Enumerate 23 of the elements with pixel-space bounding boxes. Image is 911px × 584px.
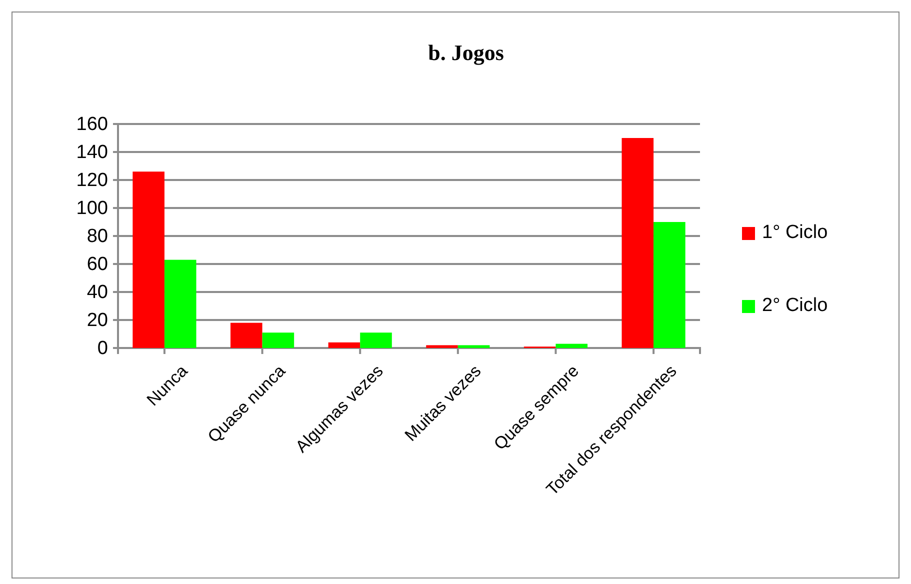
bar bbox=[622, 138, 654, 348]
y-tick-label: 80 bbox=[86, 226, 108, 248]
bar bbox=[230, 322, 262, 348]
y-tick-label: 20 bbox=[86, 310, 108, 332]
bar bbox=[458, 345, 490, 348]
y-tick-label: 40 bbox=[86, 282, 108, 304]
y-tick-label: 140 bbox=[76, 142, 108, 164]
y-tick-label: 100 bbox=[76, 198, 108, 220]
bar bbox=[360, 332, 392, 348]
y-tick-label: 0 bbox=[97, 338, 108, 360]
bar bbox=[132, 172, 164, 348]
bar bbox=[426, 345, 458, 348]
bar bbox=[164, 260, 196, 348]
y-tick-label: 120 bbox=[76, 170, 108, 192]
chart-title: b. Jogos bbox=[428, 40, 504, 65]
bar bbox=[262, 332, 294, 348]
bar bbox=[654, 222, 686, 348]
y-tick-label: 160 bbox=[76, 114, 108, 136]
bar bbox=[328, 342, 360, 348]
legend-label: 2° Ciclo bbox=[762, 295, 828, 316]
y-tick-label: 60 bbox=[86, 254, 108, 276]
legend-label: 1° Ciclo bbox=[762, 222, 828, 243]
bar bbox=[556, 344, 588, 348]
